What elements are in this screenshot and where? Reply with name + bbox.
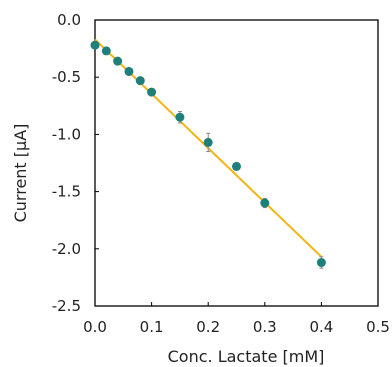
- x-tick-label: 0.2: [196, 318, 220, 336]
- x-tick-label: 0.5: [366, 318, 390, 336]
- data-point: [90, 40, 100, 50]
- error-bar-layer: [93, 42, 324, 269]
- plot-axes: [94, 19, 379, 307]
- x-tick-label: 0.0: [83, 318, 107, 336]
- data-point-layer: [90, 40, 326, 268]
- data-point: [175, 112, 185, 122]
- data-point: [316, 258, 326, 268]
- data-point: [232, 161, 241, 171]
- data-point: [260, 198, 270, 208]
- x-tick-label: 0.1: [140, 318, 164, 336]
- y-axis-label: Current [μA]: [11, 124, 30, 223]
- data-point: [124, 66, 134, 76]
- data-point: [135, 76, 145, 86]
- plot-frame: [94, 19, 379, 307]
- data-point: [101, 46, 111, 56]
- data-point: [147, 87, 157, 97]
- data-point: [203, 137, 213, 147]
- data-point: [113, 56, 123, 66]
- y-tick-label: -2.5: [52, 297, 81, 315]
- y-tick-label: -1.0: [52, 125, 81, 143]
- y-tick-label: 0.0: [57, 11, 81, 29]
- x-tick-label: 0.4: [309, 318, 333, 336]
- y-tick-label: -0.5: [52, 68, 81, 86]
- tick-label-layer: 0.0 0.1 0.2 0.3 0.4 0.5 0.0 -0.5 -1.0 -1.5 -2.0 -2.…: [52, 11, 390, 336]
- y-tick-label: -1.5: [52, 183, 81, 201]
- x-axis-label: Conc. Lactate [mM]: [168, 347, 325, 366]
- y-tick-label: -2.0: [52, 240, 81, 258]
- x-tick-label: 0.3: [253, 318, 277, 336]
